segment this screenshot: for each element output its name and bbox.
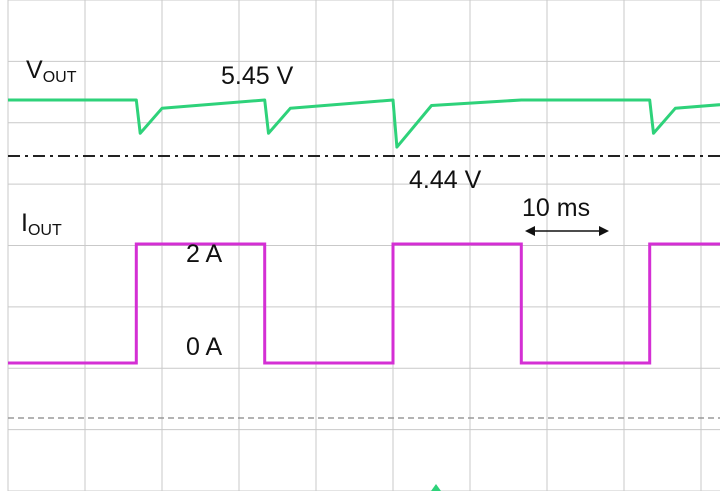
trigger-marker-icon [431, 484, 441, 491]
period-label: 10 ms [522, 194, 591, 222]
vout-high-label: 5.45 V [221, 62, 294, 90]
period-arrow [525, 226, 609, 236]
iout-label: IOUT [21, 209, 62, 239]
vout-label: VOUT [26, 56, 77, 86]
vout-low-label: 4.44 V [409, 166, 482, 194]
iout-low-label: 0 A [186, 333, 223, 361]
iout-high-label: 2 A [186, 240, 223, 268]
vout-trace [8, 98, 720, 149]
iout-trace [8, 242, 720, 365]
